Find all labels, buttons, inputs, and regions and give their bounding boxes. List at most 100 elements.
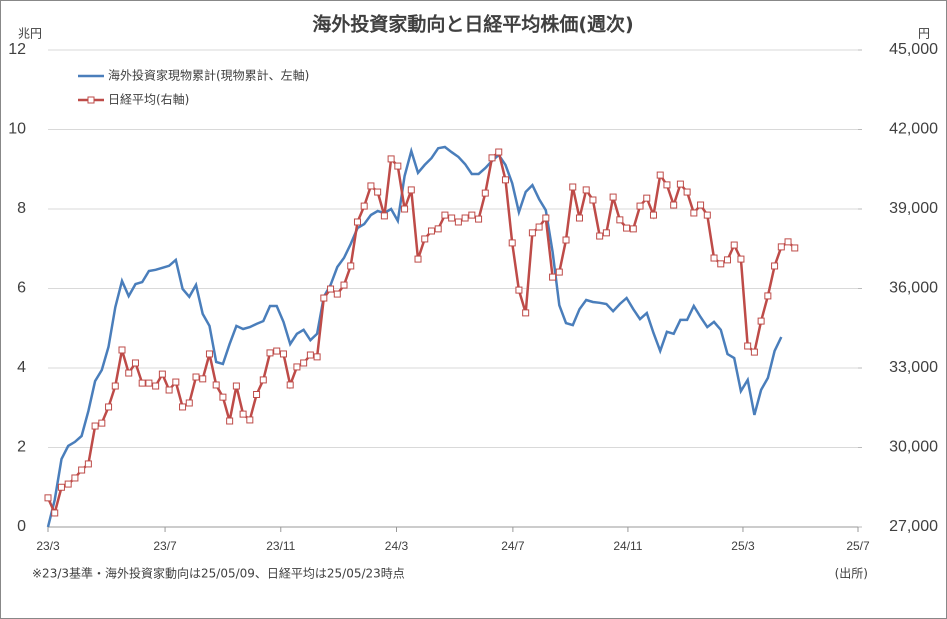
point-marker — [64, 480, 72, 488]
point-marker — [730, 241, 738, 249]
point-marker — [340, 281, 348, 289]
point-marker — [555, 268, 563, 276]
point-marker — [165, 386, 173, 394]
point-marker — [596, 232, 604, 240]
x-tick-label: 23/11 — [266, 539, 295, 553]
point-marker — [771, 262, 779, 270]
point-marker — [649, 211, 657, 219]
point-marker — [757, 317, 765, 325]
point-marker — [71, 474, 79, 482]
point-marker — [91, 422, 99, 430]
point-marker — [663, 181, 671, 189]
point-marker — [407, 186, 415, 194]
point-marker — [158, 370, 166, 378]
point-marker — [226, 417, 234, 425]
point-marker — [501, 176, 509, 184]
point-marker — [172, 378, 180, 386]
point-marker — [528, 229, 536, 237]
y-tick-label: 4 — [17, 359, 26, 376]
x-tick-label: 24/7 — [501, 539, 525, 553]
point-marker — [468, 211, 476, 219]
point-marker — [353, 218, 361, 226]
series-line — [46, 149, 796, 517]
point-marker — [246, 416, 254, 424]
y2-tick-label: 27,000 — [889, 518, 938, 535]
point-marker — [239, 410, 247, 418]
y-tick-label: 10 — [8, 121, 26, 138]
point-marker — [710, 254, 718, 262]
point-marker — [185, 399, 193, 407]
legend-label: 海外投資家現物累計(現物累計、左軸) — [108, 68, 309, 83]
point-marker — [44, 494, 52, 502]
point-marker — [192, 373, 200, 381]
point-marker — [515, 286, 523, 294]
x-tick-label: 25/3 — [731, 539, 755, 553]
point-marker — [401, 205, 409, 213]
point-marker — [488, 154, 496, 162]
point-marker — [475, 215, 483, 223]
point-marker — [589, 196, 597, 204]
point-marker — [259, 376, 267, 384]
point-marker — [427, 227, 435, 235]
point-marker — [461, 214, 469, 222]
series-line — [46, 145, 783, 528]
point-marker — [111, 382, 119, 390]
point-marker — [394, 162, 402, 170]
point-marker — [454, 218, 462, 226]
point-marker — [138, 379, 146, 387]
x-tick-label: 23/3 — [36, 539, 60, 553]
point-marker — [51, 509, 59, 517]
y-tick-label: 2 — [17, 439, 26, 456]
y2-tick-label: 45,000 — [889, 41, 938, 58]
point-marker — [380, 212, 388, 220]
point-marker — [145, 379, 153, 387]
point-marker — [549, 273, 557, 281]
y2-axis-unit: 円 — [918, 27, 930, 41]
point-marker — [495, 148, 503, 156]
point-marker — [764, 292, 772, 300]
point-marker — [750, 348, 758, 356]
point-marker — [602, 229, 610, 237]
point-marker — [441, 211, 449, 219]
point-marker — [279, 350, 287, 358]
point-marker — [791, 244, 799, 252]
point-marker — [703, 211, 711, 219]
point-marker — [98, 419, 106, 427]
point-marker — [313, 353, 321, 361]
point-marker — [253, 391, 261, 398]
point-marker — [131, 359, 139, 367]
point-marker — [205, 350, 213, 358]
point-marker — [360, 202, 368, 210]
point-marker — [582, 186, 590, 194]
y-axis-unit: 兆円 — [18, 27, 42, 41]
y-tick-label: 0 — [17, 518, 26, 535]
point-marker — [569, 183, 577, 191]
point-marker — [616, 216, 624, 224]
point-marker — [670, 201, 678, 209]
y2-tick-label: 30,000 — [889, 439, 938, 456]
point-marker — [421, 235, 429, 243]
y2-tick-label: 42,000 — [889, 121, 938, 138]
point-marker — [777, 243, 785, 251]
point-marker — [623, 224, 631, 232]
point-marker — [293, 363, 301, 371]
point-marker — [784, 238, 792, 246]
point-marker — [636, 202, 644, 210]
y2-tick-label: 36,000 — [889, 280, 938, 297]
point-marker — [320, 294, 328, 302]
point-marker — [508, 239, 516, 247]
y2-tick-label: 39,000 — [889, 200, 938, 217]
y-tick-label: 6 — [17, 280, 26, 297]
point-marker — [78, 466, 86, 474]
point-marker — [266, 349, 274, 357]
point-marker — [697, 201, 705, 209]
point-marker — [717, 260, 725, 268]
legend-marker — [87, 96, 95, 104]
point-marker — [609, 193, 617, 201]
point-marker — [744, 342, 752, 350]
point-marker — [542, 214, 550, 222]
point-marker — [212, 381, 220, 389]
point-marker — [575, 214, 583, 222]
point-marker — [522, 309, 530, 317]
